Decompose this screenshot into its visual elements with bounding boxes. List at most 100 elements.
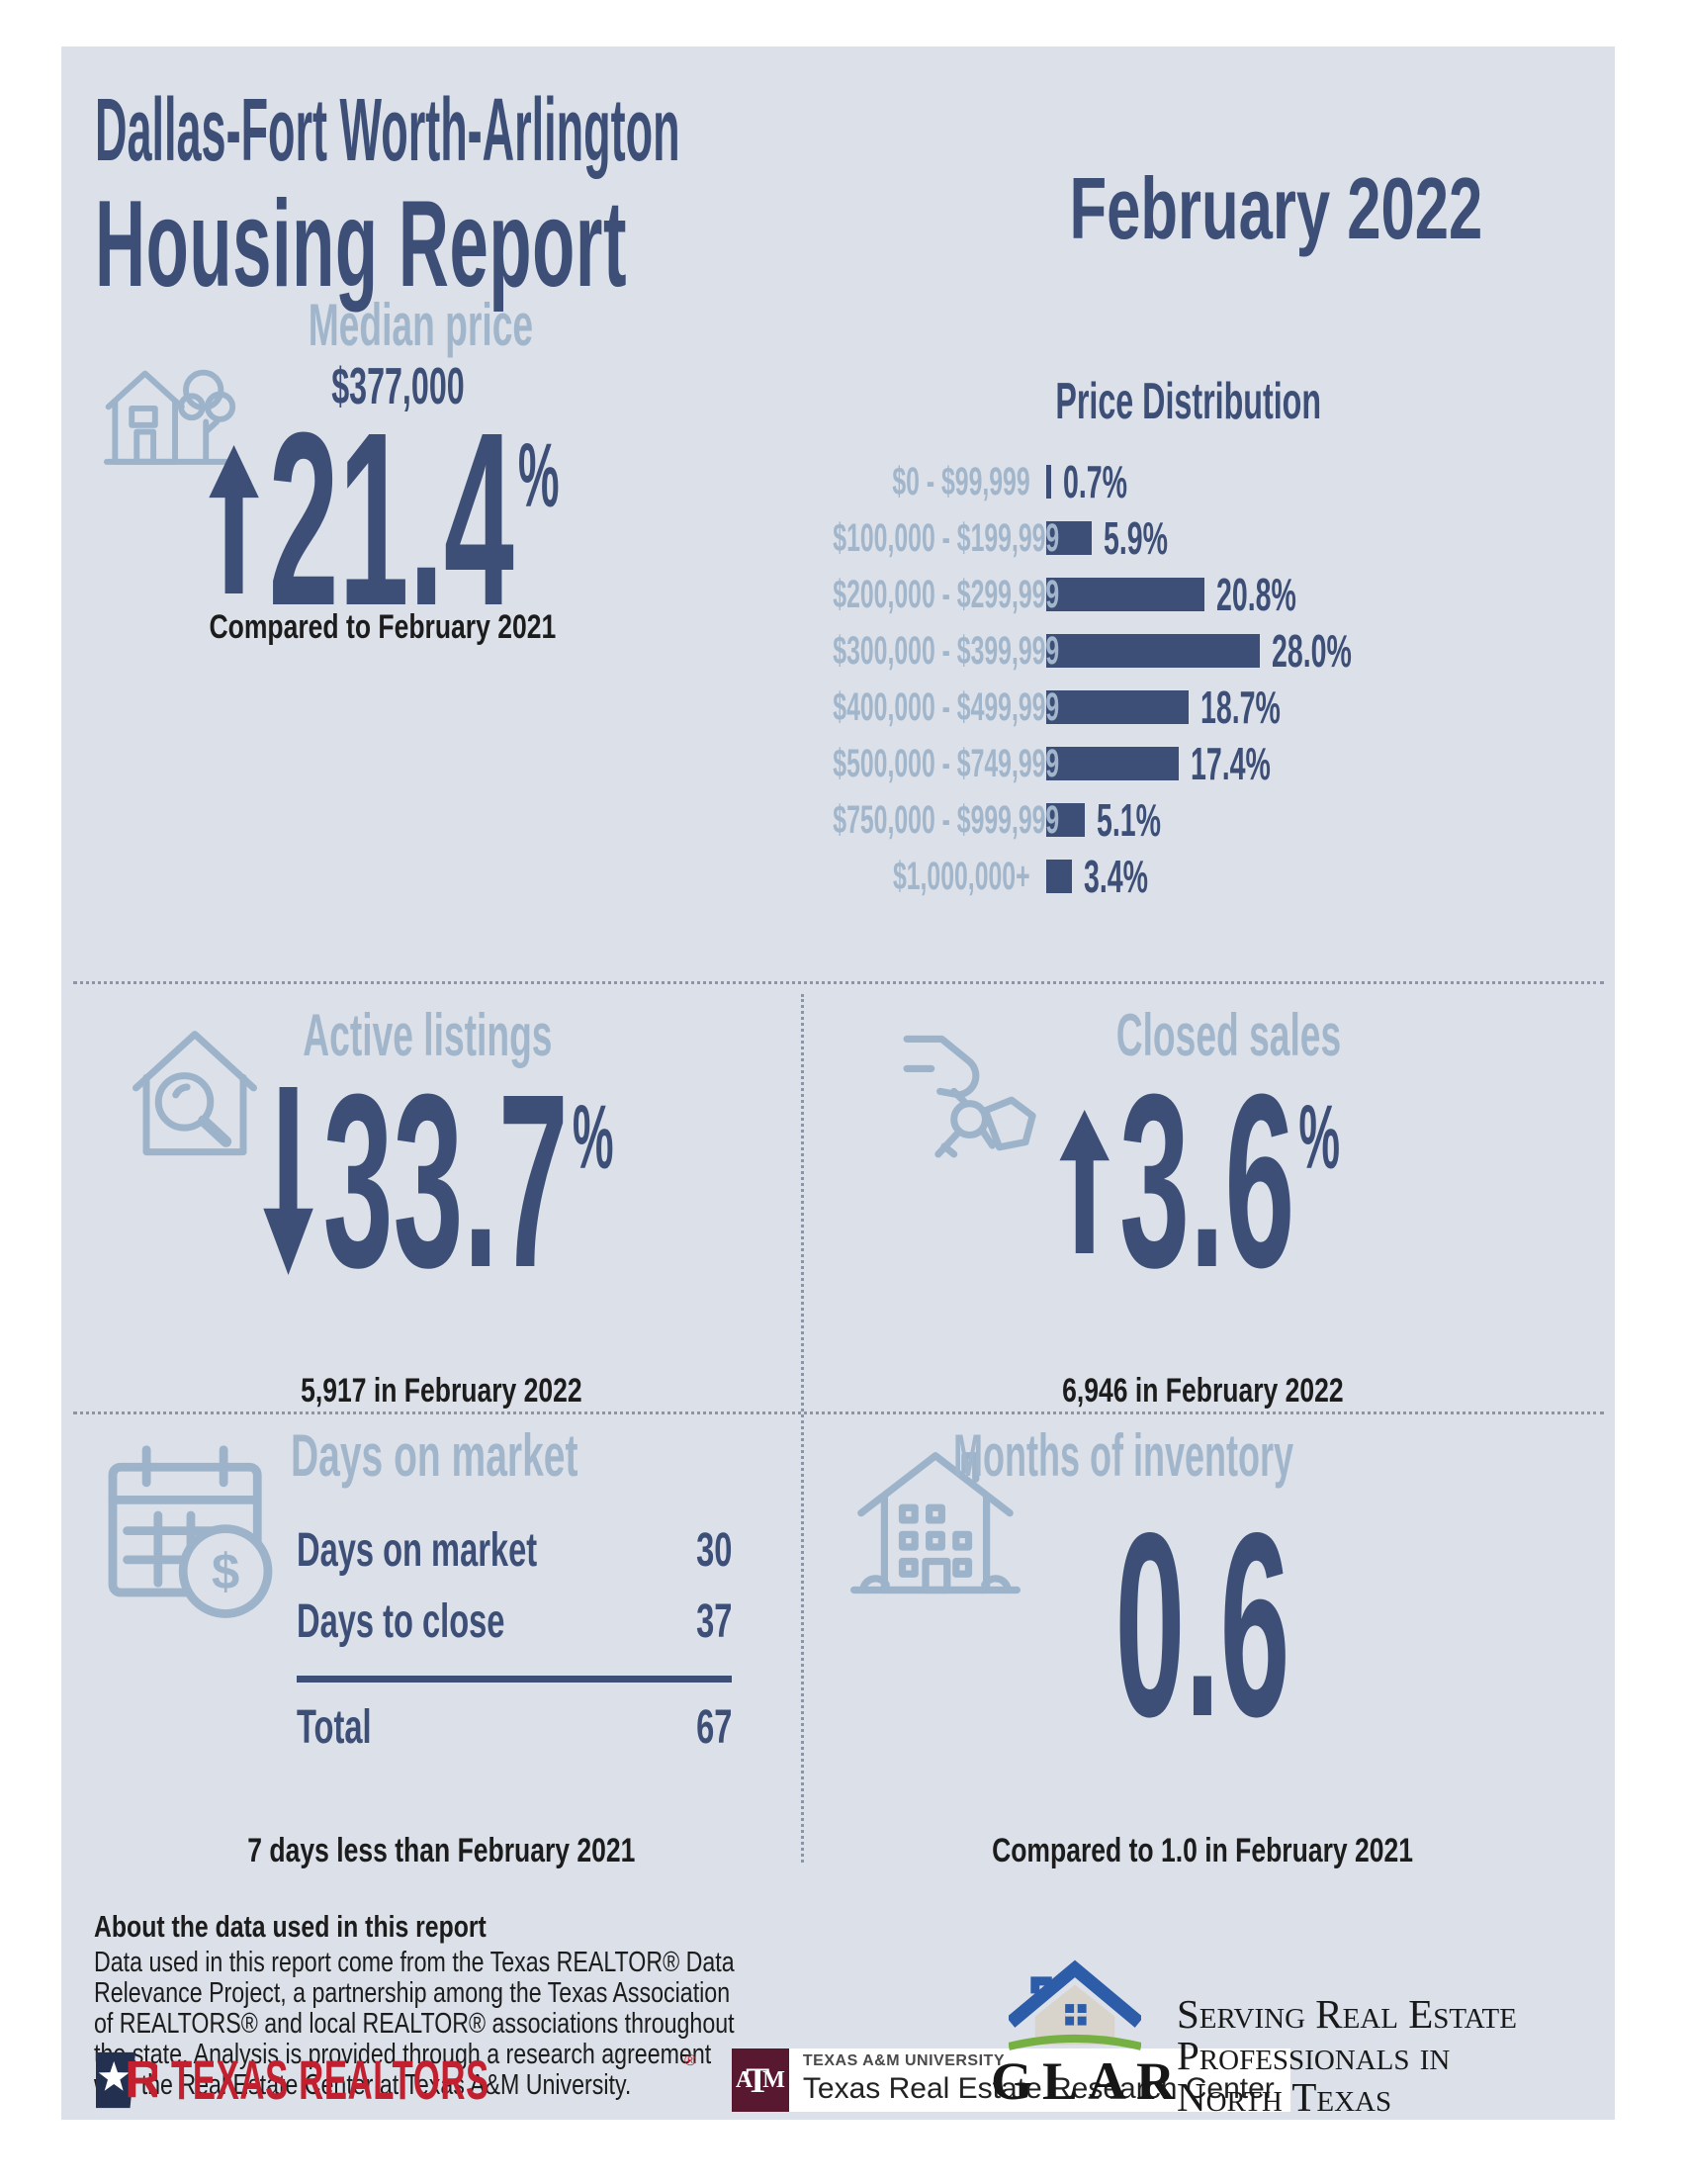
up-arrow-icon	[1059, 1109, 1110, 1253]
chart-value-label: 20.8%	[1216, 568, 1296, 620]
percent-sign: %	[517, 425, 560, 526]
hand-keys-icon	[900, 1016, 1048, 1172]
chart-category-label: $500,000 - $749,999	[833, 741, 1060, 785]
active-listings-section: Active listings 33.7 % 5,917 in February…	[81, 988, 801, 1413]
days-on-market-caption: 7 days less than February 2021	[246, 1832, 636, 1869]
report-panel: Dallas-Fort Worth-Arlington Housing Repo…	[61, 46, 1615, 2120]
months-of-inventory-value: 0.6	[1114, 1479, 1290, 1772]
percent-sign: %	[1298, 1087, 1341, 1188]
horizontal-divider	[73, 981, 1604, 984]
active-listings-stat: 33.7 %	[263, 1043, 614, 1319]
total-rule	[297, 1676, 732, 1683]
report-region: Dallas-Fort Worth-Arlington	[95, 81, 680, 180]
price-distribution-chart: Price Distribution $0 - $99,999 0.7% $10…	[694, 376, 1406, 904]
registered-mark: ®	[684, 2052, 696, 2069]
median-price-section: Median price $377,000 21.4 % Compared to…	[91, 294, 674, 699]
row-value: 30	[695, 1524, 732, 1577]
days-on-market-table: Days on market 30 Days to close 37 Total…	[297, 1515, 732, 1764]
closed-sales-caption: 6,946 in February 2022	[1061, 1372, 1344, 1410]
days-on-market-section: $ Days on market Days on market 30 Days …	[81, 1416, 801, 1881]
apartment-building-icon	[850, 1442, 1021, 1605]
glar-house-icon	[1006, 1950, 1144, 2065]
table-total-row: Total 67	[297, 1692, 732, 1764]
chart-bar	[1046, 859, 1072, 893]
months-of-inventory-label: Months of inventory	[953, 1422, 1293, 1489]
tamu-center-line: Texas Real Estate Research Center	[802, 2072, 1275, 2105]
chart-category-label: $300,000 - $399,999	[833, 628, 1060, 673]
glar-tagline: Serving Real Estate Professionals in Nor…	[1177, 1991, 1517, 2120]
median-price-value: $377,000	[330, 358, 465, 415]
chart-value-label: 18.7%	[1200, 681, 1281, 733]
chart-category-label: $200,000 - $299,999	[833, 572, 1060, 616]
total-label: Total	[297, 1701, 372, 1754]
texas-realtors-mark-icon: R	[96, 2050, 157, 2109]
active-listings-change: 33.7	[322, 1043, 569, 1319]
total-value: 67	[695, 1701, 732, 1754]
chart-row: $750,000 - $999,999 5.1%	[694, 791, 1406, 848]
chart-category-label: $400,000 - $499,999	[833, 684, 1060, 729]
closed-sales-section: Closed sales 3.6 % 6,946 in February 202…	[843, 988, 1562, 1413]
median-price-label: Median price	[308, 292, 534, 358]
active-listings-label: Active listings	[302, 1002, 553, 1068]
chart-value-label: 17.4%	[1191, 737, 1271, 789]
report-header: Dallas-Fort Worth-Arlington Housing Repo…	[95, 86, 1265, 306]
vertical-divider	[801, 994, 804, 1863]
chart-row: $300,000 - $399,999 28.0%	[694, 622, 1406, 679]
about-body: Data used in this report come from the T…	[94, 1947, 735, 2101]
chart-value-label: 5.1%	[1097, 793, 1162, 846]
closed-sales-label: Closed sales	[1115, 1002, 1341, 1068]
glar-name: GLAR	[991, 2051, 1186, 2111]
median-price-change: 21.4	[268, 381, 514, 657]
up-arrow-icon	[209, 445, 259, 593]
percent-sign: %	[572, 1087, 614, 1188]
closed-sales-stat: 3.6 %	[1037, 1043, 1360, 1319]
texas-realtors-name: TEXAS REALTORS	[171, 2048, 489, 2111]
chart-bar	[1046, 520, 1092, 555]
closed-sales-change: 3.6	[1119, 1043, 1295, 1319]
chart-row: $200,000 - $299,999 20.8%	[694, 566, 1406, 622]
chart-value-label: 28.0%	[1272, 624, 1352, 677]
report-month: February 2022	[1069, 159, 1483, 257]
calendar-dollar-icon: $	[96, 1438, 284, 1631]
chart-row: $400,000 - $499,999 18.7%	[694, 679, 1406, 735]
chart-category-label: $100,000 - $199,999	[833, 515, 1060, 560]
down-arrow-icon	[263, 1087, 313, 1275]
chart-category-label: $0 - $99,999	[892, 459, 1030, 503]
chart-value-label: 0.7%	[1063, 455, 1128, 507]
chart-category-label: $750,000 - $999,999	[833, 797, 1060, 842]
chart-bar	[1046, 689, 1189, 724]
chart-title: Price Distribution	[1055, 373, 1322, 430]
chart-bar	[1046, 802, 1085, 837]
table-row: Days on market 30	[297, 1515, 732, 1587]
footer-logos: R TEXAS REALTORS ® ATM TEXAS A&M UNIVERSI…	[94, 2045, 1290, 2116]
chart-value-label: 3.4%	[1084, 850, 1149, 902]
tamu-university-line: TEXAS A&M UNIVERSITY	[802, 2052, 1005, 2069]
months-of-inventory-caption: Compared to 1.0 in February 2021	[992, 1832, 1413, 1869]
dollar-glyph: $	[212, 1543, 239, 1599]
chart-bar	[1046, 577, 1204, 611]
chart-category-label: $1,000,000+	[893, 854, 1030, 898]
about-heading: About the data used in this report	[94, 1909, 487, 1944]
chart-value-label: 5.9%	[1104, 511, 1169, 564]
chart-bar	[1046, 464, 1051, 499]
row-value: 37	[695, 1595, 732, 1648]
texas-realtors-logo: R TEXAS REALTORS ®	[94, 2050, 696, 2110]
chart-row: $1,000,000+ 3.4%	[694, 848, 1406, 904]
glar-logo: GLAR Serving Real Estate Professionals i…	[991, 1906, 1604, 2143]
median-price-caption: Compared to February 2021	[209, 608, 557, 646]
table-row: Days to close 37	[297, 1587, 732, 1658]
days-on-market-label: Days on market	[291, 1422, 578, 1489]
chart-bar	[1046, 746, 1179, 780]
chart-bar	[1046, 633, 1260, 668]
horizontal-divider	[73, 1411, 1604, 1414]
star-icon	[98, 2060, 130, 2091]
chart-row: $500,000 - $749,999 17.4%	[694, 735, 1406, 791]
months-of-inventory-section: Months of inventory 0.6 Compared to 1.0 …	[843, 1416, 1562, 1881]
about-data-section: About the data used in this report Data …	[94, 1911, 925, 2101]
active-listings-caption: 5,917 in February 2022	[300, 1372, 582, 1410]
row-label: Days on market	[297, 1524, 538, 1577]
row-label: Days to close	[297, 1595, 505, 1648]
